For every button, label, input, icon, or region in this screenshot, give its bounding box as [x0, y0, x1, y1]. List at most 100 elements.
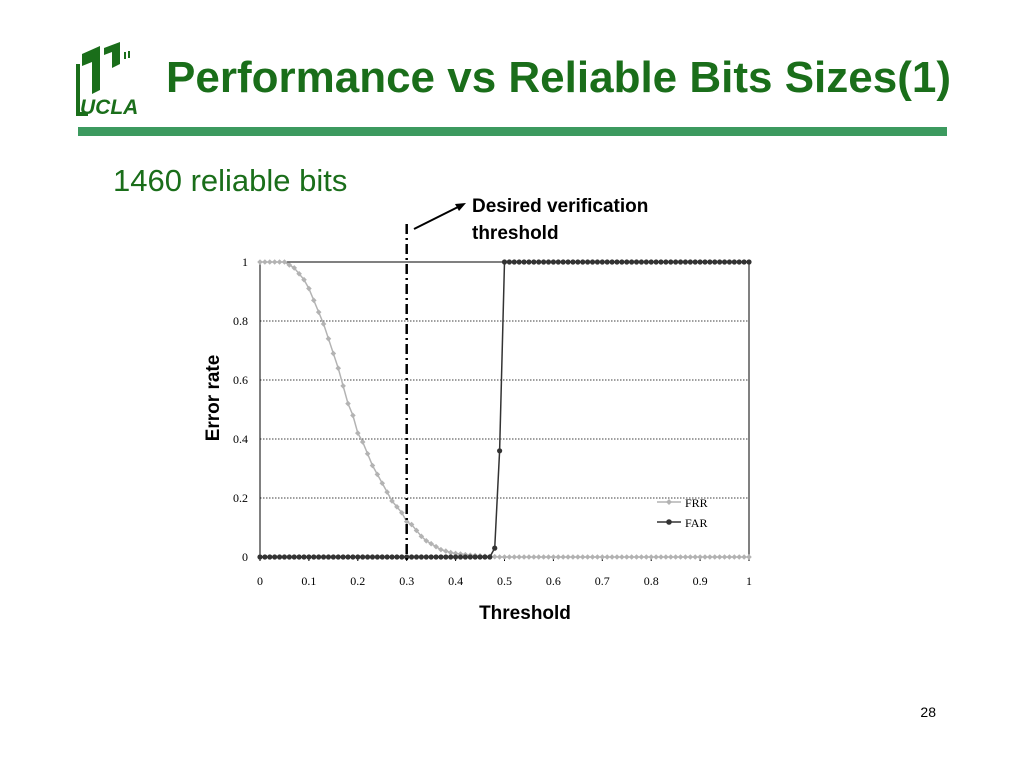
- far-point: [286, 554, 292, 560]
- far-point: [267, 554, 273, 560]
- far-point: [638, 259, 645, 265]
- far-point: [663, 259, 669, 265]
- frr-point: [335, 365, 342, 371]
- far-point: [413, 554, 420, 560]
- frr-point: [746, 554, 752, 560]
- far-point: [374, 554, 380, 560]
- far-point: [717, 259, 723, 265]
- far-point: [404, 554, 410, 560]
- far-point: [369, 554, 376, 560]
- frr-point: [575, 554, 581, 560]
- y-tick-label: 1: [242, 255, 248, 269]
- frr-point: [428, 540, 434, 547]
- logo-text: UCLA: [80, 96, 138, 118]
- far-point: [320, 554, 327, 560]
- far-point: [306, 554, 312, 560]
- page-number: 28: [920, 704, 936, 720]
- frr-point: [491, 553, 498, 560]
- far-point: [746, 259, 752, 265]
- frr-point: [271, 259, 278, 265]
- frr-point: [726, 554, 733, 560]
- y-tick-label: 0.6: [233, 373, 248, 387]
- frr-point: [403, 518, 410, 525]
- frr-point: [350, 412, 356, 419]
- frr-point: [584, 554, 591, 560]
- far-point: [614, 259, 620, 265]
- x-tick-label: 0.1: [301, 574, 316, 588]
- far-point: [702, 259, 708, 265]
- x-tick-label: 0.4: [448, 574, 463, 588]
- far-point: [394, 554, 400, 560]
- far-point: [335, 554, 341, 560]
- frr-point: [565, 554, 571, 560]
- frr-point: [653, 554, 659, 560]
- frr-point: [633, 554, 640, 560]
- frr-point: [296, 271, 302, 277]
- frr-point: [320, 321, 327, 327]
- y-tick-label: 0.8: [233, 314, 248, 328]
- ucla-logo: UCLA: [76, 42, 138, 118]
- far-point: [741, 259, 747, 265]
- frr-point: [257, 259, 263, 265]
- frr-point: [716, 554, 723, 560]
- frr-point: [550, 554, 557, 560]
- legend-frr-marker: [666, 499, 672, 505]
- frr-point: [638, 554, 645, 560]
- frr-point: [604, 554, 610, 560]
- far-point: [511, 259, 517, 265]
- frr-point: [599, 554, 606, 560]
- frr-point: [315, 309, 322, 315]
- far-point: [604, 259, 610, 265]
- frr-point: [423, 537, 430, 544]
- frr-point: [579, 554, 586, 560]
- far-point: [438, 554, 444, 560]
- far-point: [408, 554, 415, 560]
- y-tick-label: 0.4: [233, 432, 248, 446]
- x-tick-label: 0: [257, 574, 263, 588]
- far-point: [697, 259, 703, 265]
- far-point: [477, 554, 483, 560]
- frr-point: [389, 498, 395, 504]
- far-point: [316, 554, 322, 560]
- frr-point: [447, 549, 454, 556]
- y-axis-title: Error rate: [203, 355, 224, 442]
- far-point: [516, 259, 522, 265]
- frr-point: [589, 554, 596, 560]
- frr-point: [619, 554, 625, 560]
- far-point: [355, 554, 361, 560]
- frr-point: [511, 554, 518, 560]
- frr-point: [496, 554, 503, 560]
- frr-point: [325, 335, 332, 342]
- frr-series-line: [260, 261, 749, 558]
- frr-point: [736, 554, 743, 560]
- plot-area-frame: [259, 261, 750, 558]
- frr-point: [433, 543, 439, 550]
- frr-point: [345, 400, 351, 407]
- slide-title: Performance vs Reliable Bits Sizes(1): [166, 53, 951, 102]
- frr-point: [594, 554, 601, 560]
- frr-point: [692, 554, 699, 560]
- frr-point: [306, 285, 312, 292]
- frr-point: [516, 554, 522, 560]
- far-point: [462, 554, 468, 560]
- frr-point: [526, 554, 532, 560]
- far-point: [296, 554, 302, 560]
- frr-point: [286, 262, 293, 268]
- far-point: [482, 554, 488, 560]
- far-point: [501, 259, 508, 265]
- far-point: [541, 259, 547, 265]
- far-point: [599, 259, 605, 265]
- x-tick-label: 0.9: [693, 574, 708, 588]
- frr-point: [677, 554, 684, 560]
- far-point: [257, 554, 263, 560]
- title-divider: [78, 127, 947, 136]
- frr-point: [438, 546, 444, 553]
- far-point: [506, 259, 512, 265]
- far-point: [399, 554, 405, 560]
- music-notes-icon: [76, 42, 130, 116]
- far-point: [330, 554, 336, 560]
- frr-point: [731, 554, 738, 560]
- far-point: [526, 259, 532, 265]
- legend-frr-label: FRR: [685, 496, 708, 510]
- far-point: [487, 554, 493, 560]
